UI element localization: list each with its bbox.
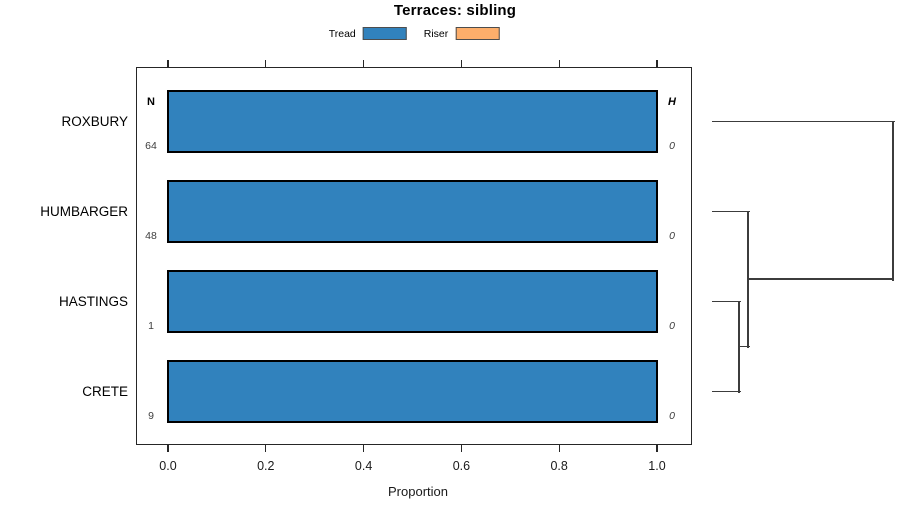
x-axis-title: Proportion — [388, 484, 448, 499]
n-column-header: N — [147, 95, 155, 108]
tread-swatch — [362, 27, 407, 40]
bar-tread-crete — [167, 360, 658, 423]
n-value-humbarger: 48 — [145, 230, 157, 242]
x-tick-top — [167, 60, 169, 67]
dendrogram-segment — [712, 210, 750, 213]
row-label-humbarger: HUMBARGER — [40, 203, 128, 219]
x-tick-bottom — [363, 445, 365, 452]
legend-label-tread: Tread — [328, 27, 356, 40]
x-tick-top — [265, 60, 267, 67]
x-tick-bottom — [656, 445, 658, 452]
x-tick-bottom — [167, 445, 169, 452]
h-value-hastings: 0 — [669, 320, 675, 332]
h-column-header: H — [668, 95, 676, 108]
plot-box — [136, 67, 692, 445]
dendrogram-segment — [892, 121, 894, 281]
x-tick-label: 0.4 — [354, 459, 373, 473]
legend-item-riser: Riser — [424, 27, 500, 40]
x-tick-top — [558, 60, 560, 67]
dendrogram-segment — [738, 301, 740, 393]
chart-title: Terraces: sibling — [393, 2, 517, 19]
x-tick-top — [460, 60, 462, 67]
x-tick-label: 0.0 — [159, 459, 177, 473]
legend: Tread Riser — [329, 27, 500, 40]
x-tick-label: 0.6 — [452, 459, 471, 473]
dendrogram-segment — [747, 211, 749, 348]
dendrogram-segment — [712, 120, 895, 123]
x-tick-bottom — [558, 445, 560, 452]
row-label-crete: CRETE — [82, 383, 128, 399]
bar-tread-humbarger — [167, 180, 658, 243]
x-tick-label: 1.0 — [648, 459, 666, 473]
row-label-hastings: HASTINGS — [58, 293, 128, 309]
x-tick-label: 0.8 — [550, 459, 568, 473]
n-value-hastings: 1 — [148, 320, 154, 332]
h-value-crete: 0 — [669, 410, 675, 422]
x-tick-top — [363, 60, 365, 67]
dendrogram-segment — [748, 278, 895, 280]
x-tick-bottom — [265, 445, 267, 452]
riser-swatch — [455, 27, 500, 40]
dendrogram-segment — [712, 300, 741, 303]
n-value-roxbury: 64 — [145, 140, 157, 152]
x-tick-top — [656, 60, 658, 67]
dendrogram-segment — [712, 390, 741, 393]
bar-tread-hastings — [167, 270, 658, 333]
dendrogram-segment — [739, 345, 750, 348]
legend-item-tread: Tread — [329, 27, 407, 40]
row-label-roxbury: ROXBURY — [61, 113, 128, 129]
legend-label-riser: Riser — [423, 27, 449, 40]
h-value-humbarger: 0 — [669, 230, 675, 242]
n-value-crete: 9 — [148, 410, 154, 422]
h-value-roxbury: 0 — [669, 140, 675, 152]
bar-tread-roxbury — [167, 90, 658, 153]
x-tick-label: 0.2 — [257, 459, 275, 473]
x-tick-bottom — [460, 445, 462, 452]
